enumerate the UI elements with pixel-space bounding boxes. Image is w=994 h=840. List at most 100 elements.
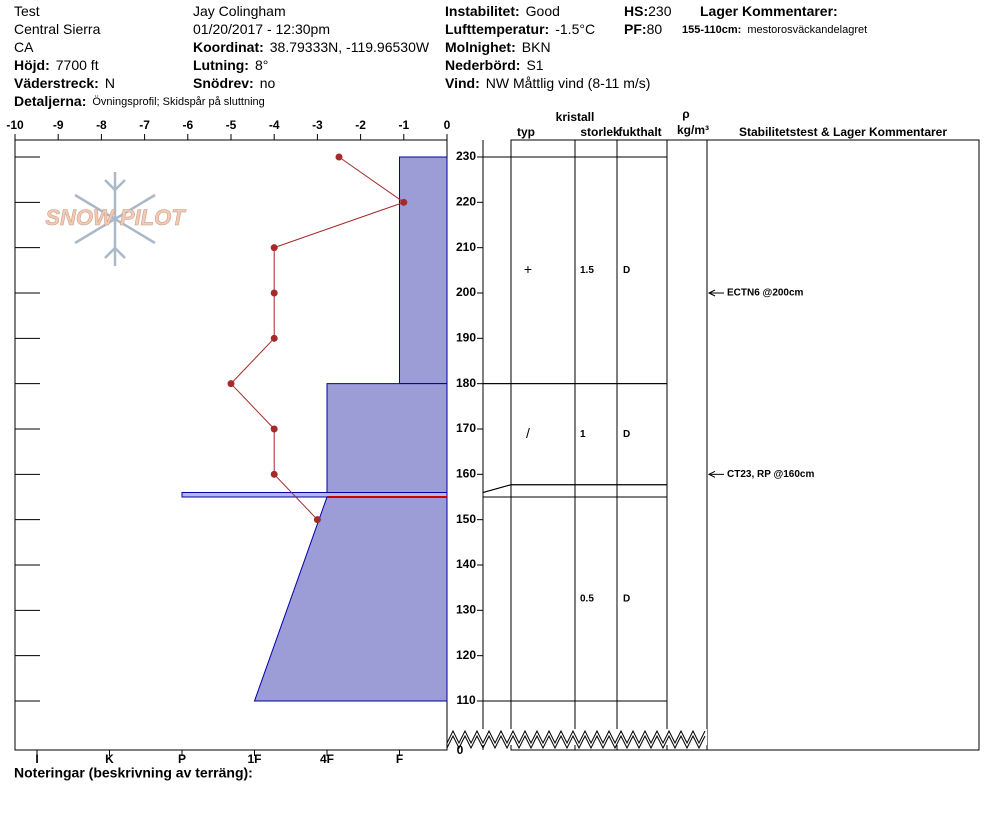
grain-type: +	[524, 261, 532, 277]
field-value: 230	[648, 3, 672, 19]
hardness-bar	[399, 156, 448, 385]
moisture: D	[623, 265, 630, 276]
header-field: Nederbörd: S1	[445, 57, 544, 73]
header-field: Lutning: 8°	[193, 57, 268, 73]
field-value: NW Måttlig vind (8-11 m/s)	[486, 75, 651, 91]
logo	[74, 172, 156, 266]
field-value: CA	[14, 39, 34, 55]
y-tick-label: 220	[456, 195, 476, 209]
field-value: Central Sierra	[14, 21, 101, 37]
table-frame	[510, 139, 980, 751]
field-label: Lufttemperatur:	[445, 21, 549, 37]
x-tick-label: -6	[182, 118, 193, 132]
temperature-point	[227, 380, 235, 388]
field-value: Test	[14, 3, 40, 19]
y-break-label: 0	[457, 743, 464, 757]
header-field: Instabilitet: Good	[445, 3, 560, 19]
field-label: Väderstreck:	[14, 75, 99, 91]
field-value: no	[260, 75, 276, 91]
field-value: mestorosväckandelagret	[747, 24, 867, 36]
y-tick-label: 200	[456, 285, 476, 299]
y-tick-label: 110	[456, 693, 476, 707]
y-tick-label: 170	[456, 421, 476, 435]
y-tick-label: 140	[456, 557, 476, 571]
field-label: Lager Kommentarer:	[700, 3, 838, 19]
temperature-point	[400, 198, 408, 206]
field-label: HS:	[624, 3, 648, 19]
y-tick-label: 230	[456, 149, 476, 163]
field-value: Good	[526, 3, 560, 19]
temperature-point	[270, 470, 278, 478]
hardness-label: F	[396, 752, 403, 766]
temperature-point	[270, 244, 278, 252]
field-label: Lutning:	[193, 57, 249, 73]
x-tick-label: -7	[139, 118, 150, 132]
header-field: Detaljerna: Övningsprofil; Skidspår på sl…	[14, 93, 265, 109]
hardness-bar	[326, 383, 448, 493]
moisture: D	[623, 429, 630, 440]
x-tick-label: -5	[226, 118, 237, 132]
x-tick-label: -1	[398, 118, 409, 132]
grain-size: 0.5	[580, 594, 594, 605]
grain-size: 1.5	[580, 265, 594, 276]
hardness-label: K	[105, 752, 114, 766]
field-value: Jay Colingham	[193, 3, 286, 19]
y-tick-label: 180	[456, 376, 476, 390]
x-tick-label: -8	[96, 118, 107, 132]
x-tick-label: 0	[444, 118, 451, 132]
header-field: Test	[14, 3, 40, 19]
y-tick-label: 190	[456, 331, 476, 345]
field-label: Detaljerna:	[14, 93, 86, 109]
grain-size: 1	[580, 429, 586, 440]
logo-text: SNOW PILOT	[45, 205, 186, 230]
field-label: Instabilitet:	[445, 3, 520, 19]
header-field: Höjd: 7700 ft	[14, 57, 99, 73]
field-value: S1	[526, 57, 543, 73]
header-field: Vind: NW Måttlig vind (8-11 m/s)	[445, 75, 650, 91]
field-value: N	[105, 75, 115, 91]
temperature-point	[270, 334, 278, 342]
field-label: 155-110cm:	[682, 24, 741, 36]
moisture: D	[623, 594, 630, 605]
y-tick-label: 130	[456, 603, 476, 617]
hardness-bar	[181, 491, 448, 498]
x-tick-label: -4	[269, 118, 280, 132]
x-tick-label: -2	[355, 118, 366, 132]
header-field: Lufttemperatur: -1.5°C	[445, 21, 595, 37]
x-tick-label: -10	[6, 118, 24, 132]
temperature-point	[270, 425, 278, 433]
hardness-label: 4F	[320, 752, 334, 766]
temperature-point	[270, 289, 278, 297]
field-label: Nederbörd:	[445, 57, 520, 73]
field-label: Koordinat:	[193, 39, 264, 55]
header-field: Väderstreck: N	[14, 75, 115, 91]
field-value: BKN	[522, 39, 551, 55]
col-header: Stabilitetstest & Lager Kommentarer	[739, 125, 947, 139]
field-label: PF:	[624, 21, 647, 37]
col-header: typ	[517, 125, 535, 139]
field-label: Vind:	[445, 75, 480, 91]
grain-type: /	[526, 425, 530, 441]
header-field: Lager Kommentarer:	[700, 3, 838, 19]
col-header: storlek	[580, 125, 620, 139]
layer-connector	[482, 484, 667, 493]
x-tick-label: -9	[53, 118, 64, 132]
y-tick-label: 150	[456, 512, 476, 526]
header-field: Central Sierra	[14, 21, 101, 37]
y-tick-label: 210	[456, 240, 476, 254]
field-value: 01/20/2017 - 12:30pm	[193, 21, 330, 37]
notes-label: Noteringar (beskrivning av terräng):	[14, 765, 253, 781]
field-value: Övningsprofil; Skidspår på sluttning	[92, 96, 264, 108]
stability-label: ECTN6 @200cm	[727, 288, 804, 299]
temperature-point	[313, 516, 321, 524]
y-tick-label: 120	[456, 648, 476, 662]
header-field: Koordinat: 38.79333N, -119.96530W	[193, 39, 430, 55]
header-field: PF:80	[624, 21, 662, 37]
col-header: fukthalt	[618, 125, 661, 139]
y-tick-label: 160	[456, 467, 476, 481]
header-field: HS:230	[624, 3, 672, 19]
col-header: ρ	[682, 107, 689, 121]
hardness-label: 1F	[247, 752, 261, 766]
temperature-point	[335, 153, 343, 161]
